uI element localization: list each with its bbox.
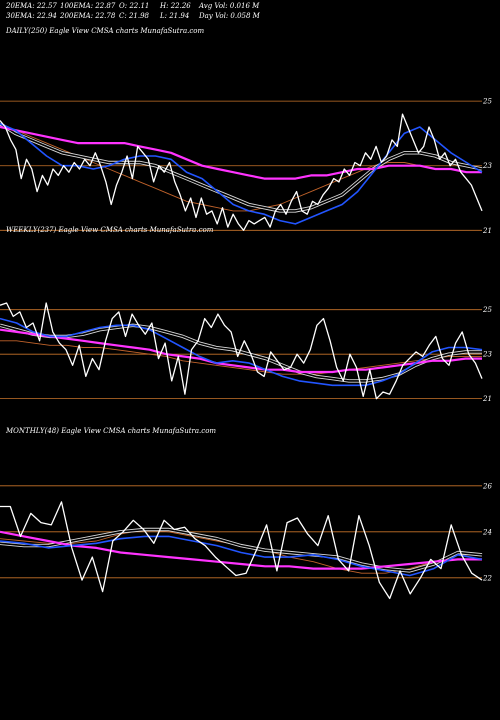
ema-long-line (0, 340, 482, 375)
y-tick-label: 22 (482, 574, 492, 582)
ema-200-line (0, 530, 482, 570)
ema30-value: 30EMA: 22.94 (6, 12, 57, 20)
y-tick-label: 21 (482, 227, 492, 235)
weekly-chart: 25 23 21 (0, 302, 492, 403)
ema-fast-line (0, 317, 483, 387)
ema20-value: 20EMA: 22.57 (6, 2, 57, 10)
ema200-value: 200EMA: 22.78 (60, 12, 116, 20)
daily-chart: 25 23 21 (0, 98, 492, 235)
y-tick-label: 23 (482, 162, 492, 170)
y-tick-label: 21 (482, 395, 492, 403)
avg-volume: Avg Vol: 0.016 M (199, 2, 260, 10)
daily-chart-title: DAILY(250) Eagle View CMSA charts Munafa… (6, 27, 205, 35)
day-volume: Day Vol: 0.058 M (199, 12, 260, 20)
ema-200-line (0, 328, 482, 374)
price-line (0, 501, 483, 600)
price-line (0, 302, 483, 400)
weekly-chart-title: WEEKLY(237) Eagle View CMSA charts Munaf… (6, 226, 214, 234)
y-tick-label: 25 (482, 98, 492, 106)
y-tick-label: 25 (482, 306, 492, 314)
ema-slow-band-inner (0, 528, 483, 572)
monthly-chart-title: MONTHLY(48) Eagle View CMSA charts Munaf… (6, 427, 217, 435)
close-value: C: 21.98 (119, 12, 149, 20)
price-line (0, 113, 483, 231)
low-value: L: 21.94 (160, 12, 190, 20)
indicator-header: 20EMA: 22.57 100EMA: 22.87 O: 22.11 H: 2… (0, 0, 500, 24)
y-tick-label: 23 (482, 351, 492, 359)
y-tick-label: 24 (482, 528, 492, 536)
high-value: H: 22.26 (160, 2, 191, 10)
y-tick-label: 26 (482, 482, 492, 490)
ema100-value: 100EMA: 22.87 (60, 2, 116, 10)
open-value: O: 22.11 (119, 2, 150, 10)
ema-200-line (0, 125, 482, 180)
ema-slow-band-inner (0, 123, 483, 212)
